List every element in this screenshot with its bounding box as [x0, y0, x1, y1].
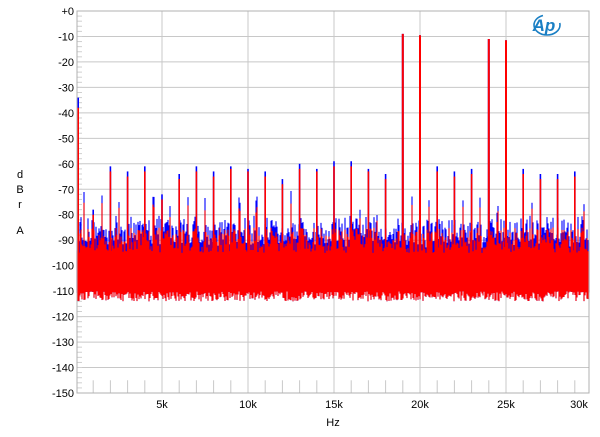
x-axis-label: Hz	[326, 417, 339, 429]
ap-logo: Ap	[532, 14, 561, 36]
x-tick-label: 30k	[570, 399, 588, 411]
y-label-letter: r	[18, 199, 22, 211]
x-tick-label: 20k	[411, 399, 429, 411]
spectrum-traces	[76, 33, 590, 302]
series-red	[76, 33, 590, 302]
y-label-letter: A	[16, 225, 24, 237]
x-tick-label: 25k	[497, 399, 515, 411]
plot-frame	[76, 10, 590, 394]
y-tick-label: -50	[58, 133, 74, 145]
svg-text:Ap: Ap	[532, 16, 556, 35]
y-tick-label: -20	[58, 57, 74, 69]
y-tick-label: -100	[52, 261, 74, 273]
y-tick-label: -60	[58, 159, 74, 171]
y-axis: +0 -10 -20 -30 -40 -50 -60 -70 -80 -90 -100 -110 -12…	[52, 6, 74, 400]
x-tick-label: 10k	[239, 399, 257, 411]
y-tick-label: -30	[58, 82, 74, 94]
y-tick-label: -110	[53, 286, 74, 298]
y-label-letter: d	[17, 169, 23, 181]
y-tick-label: +0	[61, 6, 74, 18]
y-tick-label: -150	[52, 388, 74, 400]
y-tick-label: -80	[58, 210, 74, 222]
y-tick-label: -120	[52, 312, 74, 324]
x-tick-label: 5k	[156, 399, 168, 411]
y-axis-label: d B r A	[16, 169, 24, 237]
y-tick-label: -70	[58, 184, 74, 196]
y-tick-label: -90	[58, 235, 74, 247]
y-tick-label: -130	[52, 337, 74, 349]
plot-border	[76, 10, 590, 394]
y-label-letter: B	[16, 184, 23, 196]
y-tick-label: -10	[58, 31, 74, 43]
y-tick-label: -40	[58, 108, 74, 120]
y-tick-label: -140	[52, 363, 74, 375]
x-tick-label: 15k	[325, 399, 343, 411]
x-axis: 5k 10k 15k 20k 25k 30k	[156, 399, 588, 411]
